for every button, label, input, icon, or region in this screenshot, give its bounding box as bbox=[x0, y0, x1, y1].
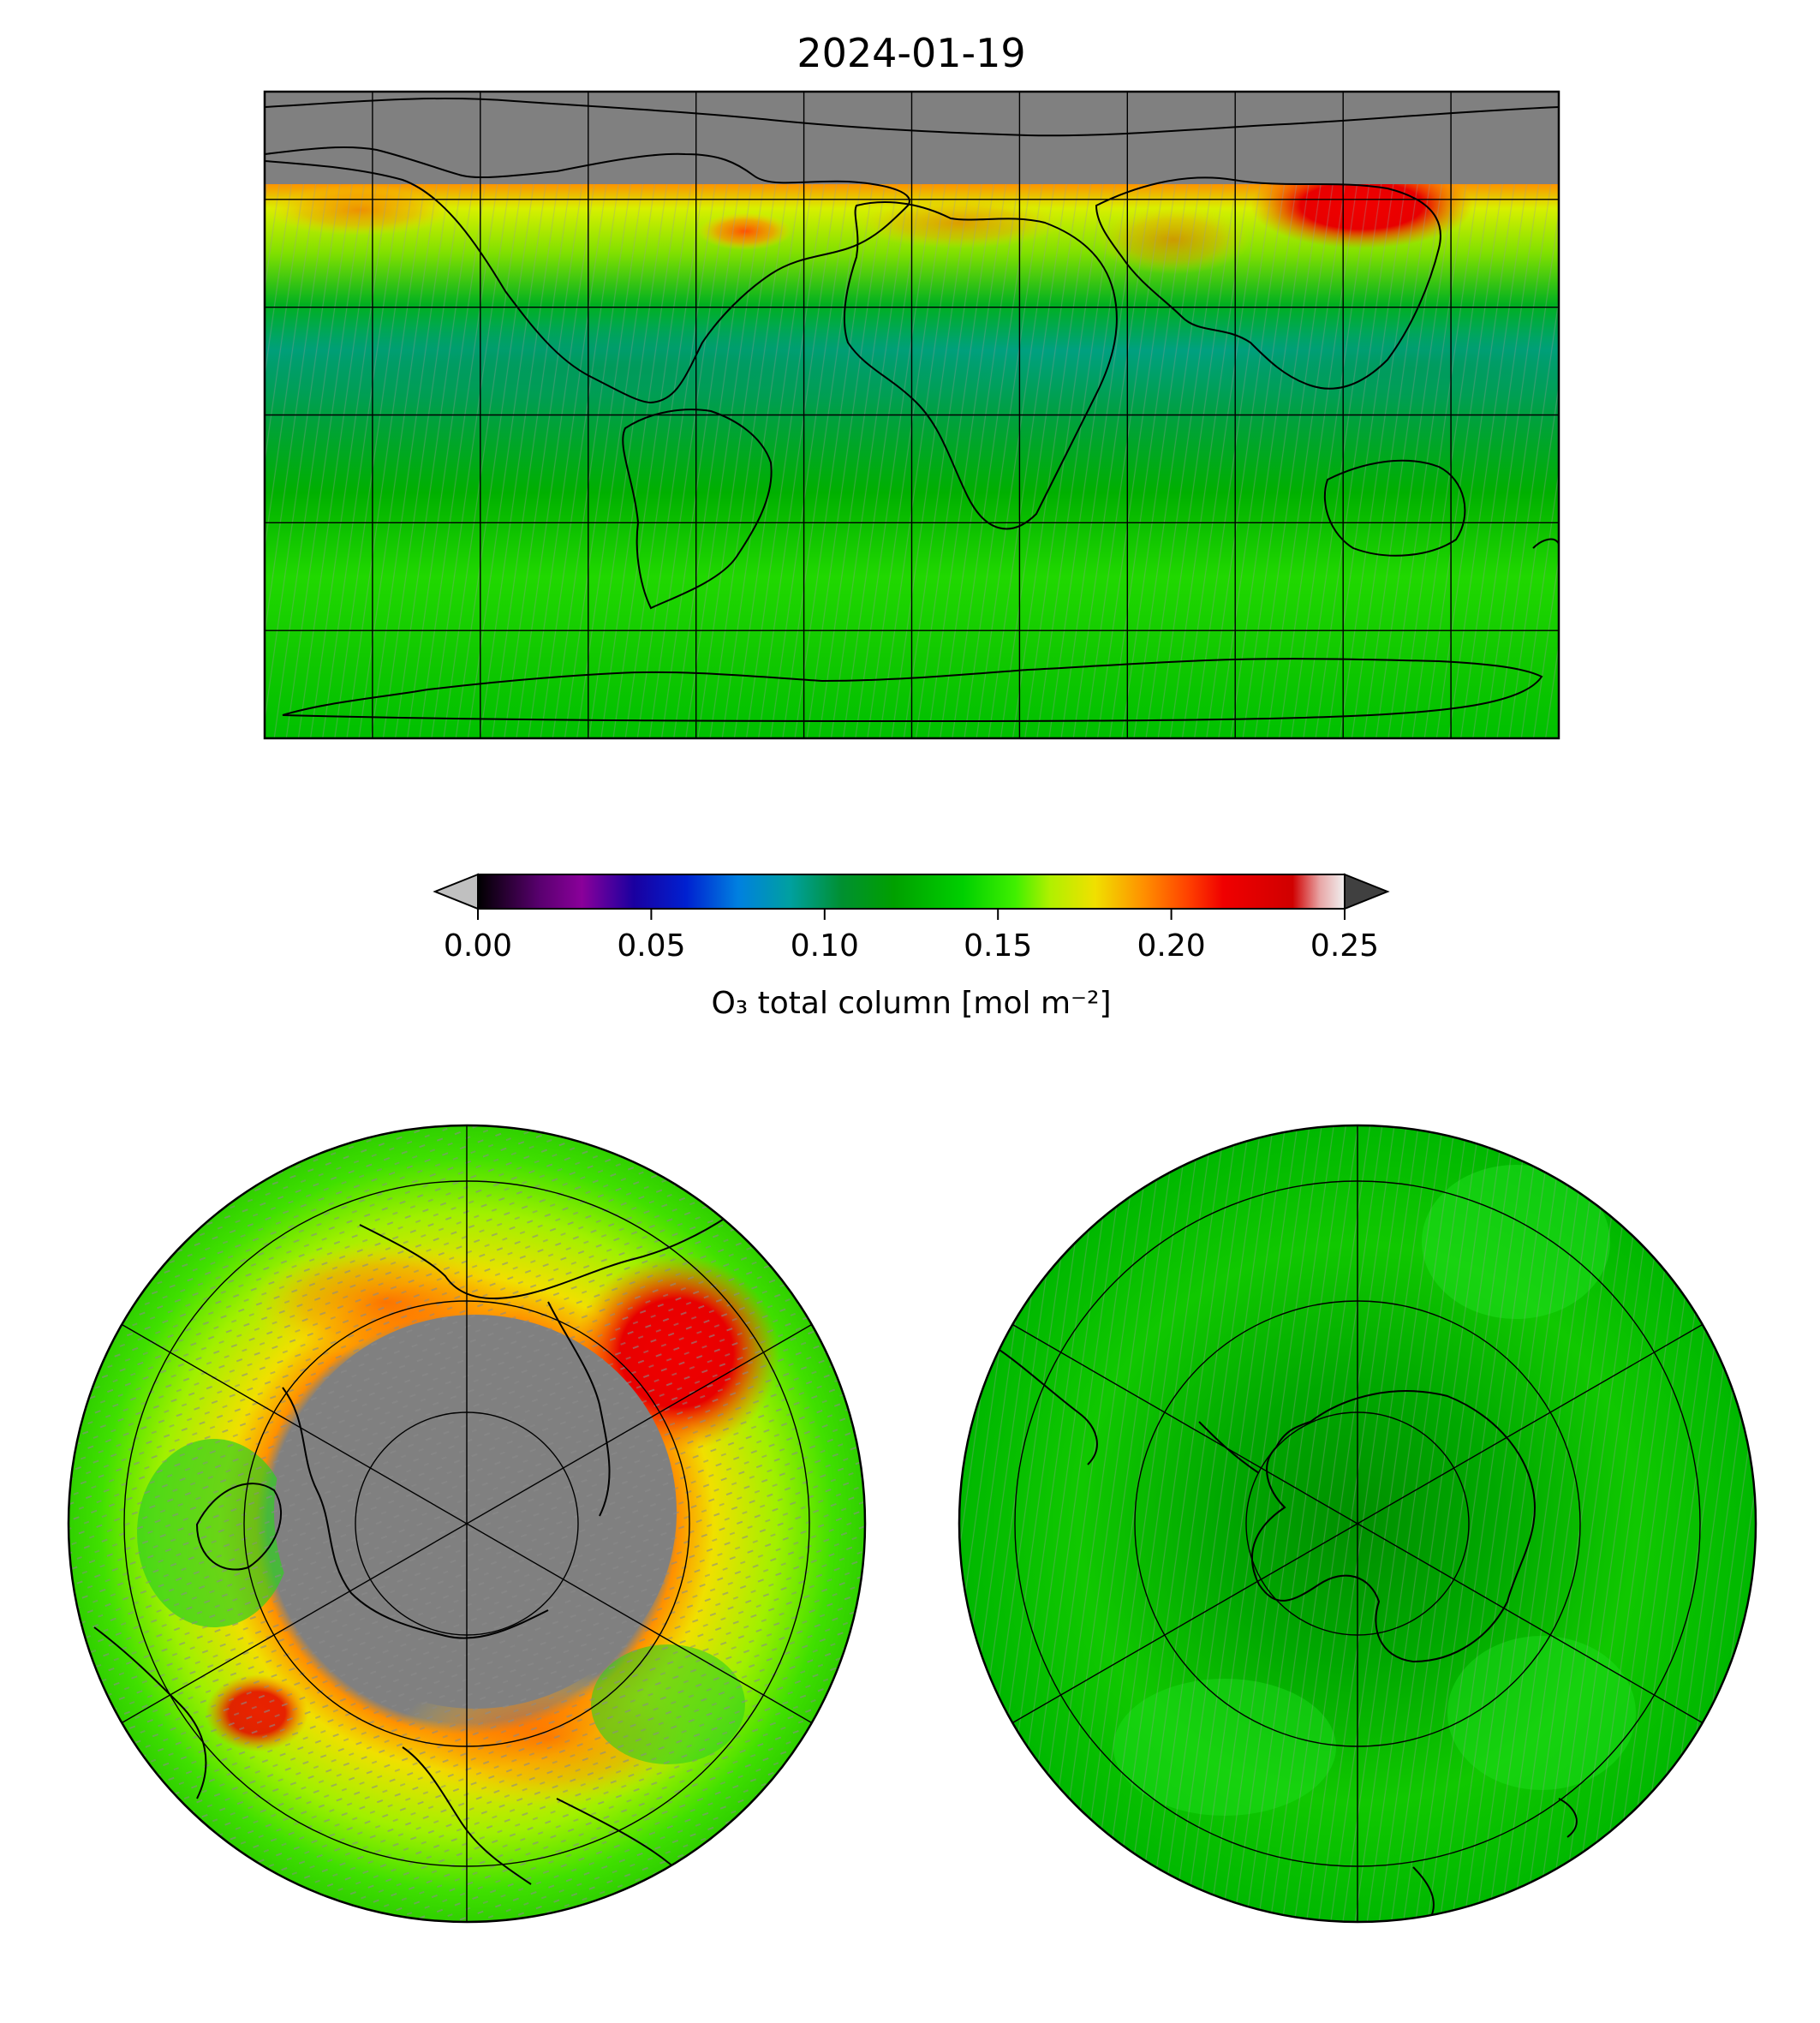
colorbar-tick-label: 0.10 bbox=[791, 928, 859, 964]
global-gridlines bbox=[265, 92, 1559, 738]
colorbar-ticks: 0.00 0.05 0.10 0.15 0.20 0.25 bbox=[444, 909, 1379, 964]
global-map bbox=[263, 90, 1560, 740]
global-map-frame bbox=[263, 90, 1560, 740]
south-map-frame bbox=[958, 1124, 1757, 1924]
colorbar-tick-label: 0.05 bbox=[617, 928, 685, 964]
north-map-frame bbox=[67, 1124, 867, 1924]
colorbar-gradient bbox=[477, 874, 1346, 910]
north-gridlines bbox=[121, 1125, 813, 1922]
colorbar: 0.00 0.05 0.10 0.15 0.20 0.25 O₃ total column… bbox=[433, 873, 1390, 1021]
colorbar-tick-label: 0.20 bbox=[1137, 928, 1206, 964]
colorbar-over-arrow bbox=[1344, 873, 1390, 910]
colorbar-label: O₃ total column [mol m⁻²] bbox=[711, 986, 1111, 1021]
figure-title: 2024-01-19 bbox=[797, 30, 1025, 76]
south-polar-map bbox=[958, 1124, 1757, 1924]
colorbar-tick-label: 0.00 bbox=[444, 928, 512, 964]
colorbar-tick-label: 0.25 bbox=[1310, 928, 1379, 964]
colorbar-under-arrow bbox=[433, 873, 479, 910]
colorbar-tick-label: 0.15 bbox=[964, 928, 1032, 964]
global-coastlines bbox=[265, 98, 1559, 723]
north-coastlines bbox=[93, 1215, 729, 1902]
north-polar-map bbox=[67, 1124, 867, 1924]
south-gridlines bbox=[1011, 1125, 1704, 1922]
